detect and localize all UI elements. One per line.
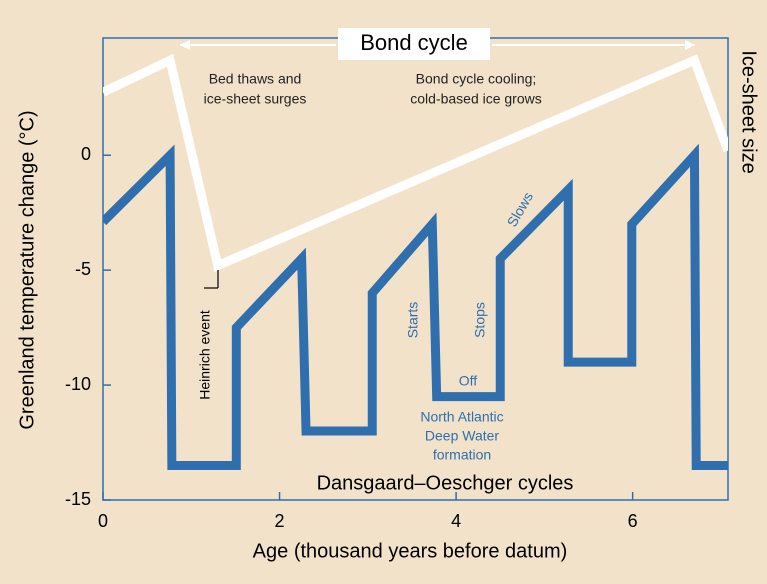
chart-title: Bond cycle	[360, 30, 468, 55]
series-line	[103, 53, 728, 272]
title-box	[338, 28, 490, 60]
annotation: ice-sheet surges	[204, 91, 307, 107]
annotation: Bed thaws and	[209, 71, 302, 87]
x-tick-label: 0	[98, 511, 108, 531]
annotation: Stops	[472, 302, 488, 338]
annotation: formation	[433, 447, 491, 463]
y2-axis-label: Ice-sheet size	[738, 50, 760, 173]
x-tick-label: 6	[628, 511, 638, 531]
legend-label: Dansgaard–Oeschger cycles	[317, 472, 574, 494]
x-axis-label: Age (thousand years before datum)	[253, 540, 568, 562]
x-tick-label: 4	[451, 511, 461, 531]
annotation: Heinrich event	[197, 310, 213, 400]
y-tick-label: 0	[81, 144, 91, 164]
annotation: Starts	[405, 302, 421, 339]
annotation: Off	[459, 373, 478, 389]
y-tick-label: -10	[65, 374, 91, 394]
series-line	[103, 143, 728, 471]
x-tick-label: 2	[275, 511, 285, 531]
annotation: Deep Water	[425, 428, 500, 444]
series-layer	[103, 53, 728, 471]
y-tick-label: -15	[65, 489, 91, 509]
y-tick-label: -5	[75, 259, 91, 279]
y-axis-label: Greenland temperature change (°C)	[16, 110, 38, 429]
annotation: Bond cycle cooling;	[416, 71, 537, 87]
annotation: North Atlantic	[420, 409, 503, 425]
annotation: cold-based ice grows	[410, 91, 542, 107]
